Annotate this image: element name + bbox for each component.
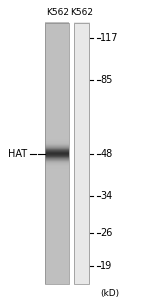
Text: K562: K562 (46, 8, 69, 17)
Text: 117: 117 (100, 33, 119, 43)
Text: (kD): (kD) (100, 289, 120, 298)
Text: K562: K562 (70, 8, 93, 17)
Text: 26: 26 (100, 227, 113, 238)
Bar (45, 23, 69, 284)
Text: HAT: HAT (8, 149, 27, 158)
Text: 48: 48 (100, 149, 113, 158)
Bar (74, 23, 89, 284)
Text: 85: 85 (100, 76, 113, 85)
Text: 19: 19 (100, 261, 113, 271)
Text: 34: 34 (100, 191, 113, 201)
